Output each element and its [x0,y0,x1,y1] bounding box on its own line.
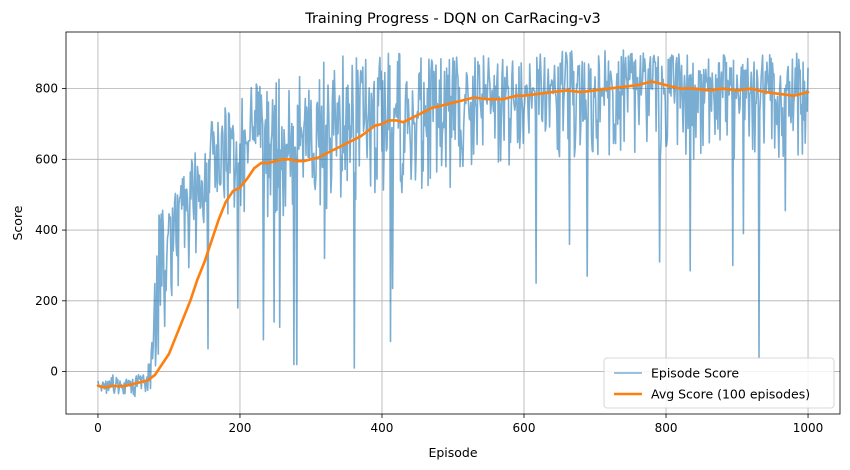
axes-frame [65,31,841,415]
y-tick-label: 800 [35,82,58,96]
x-tick-label: 600 [513,421,536,435]
x-axis-label: Episode [428,445,477,460]
y-tick-label: 600 [35,152,58,166]
y-tick-label: 400 [35,223,58,237]
x-tick-label: 200 [229,421,252,435]
legend-label: Avg Score (100 episodes) [651,387,810,402]
axis-ticks: 0 200 400 600 800 1000 0 200 400 600 800 [35,82,823,435]
y-axis-label: Score [10,205,25,240]
x-tick-label: 400 [371,421,394,435]
x-tick-label: 800 [655,421,678,435]
y-tick-label: 0 [50,365,58,379]
legend-label: Episode Score [651,366,739,381]
series-line-2 [96,80,810,389]
legend-box [603,357,835,409]
chart-title: Training Progress - DQN on CarRacing-v3 [304,11,601,27]
y-tick-label: 200 [35,294,58,308]
plot-area [96,49,810,398]
x-tick-label: 1000 [793,421,824,435]
legend: Episode Score Avg Score (100 episodes) [603,357,835,409]
x-tick-label: 0 [94,421,102,435]
series-line-1 [97,49,809,398]
